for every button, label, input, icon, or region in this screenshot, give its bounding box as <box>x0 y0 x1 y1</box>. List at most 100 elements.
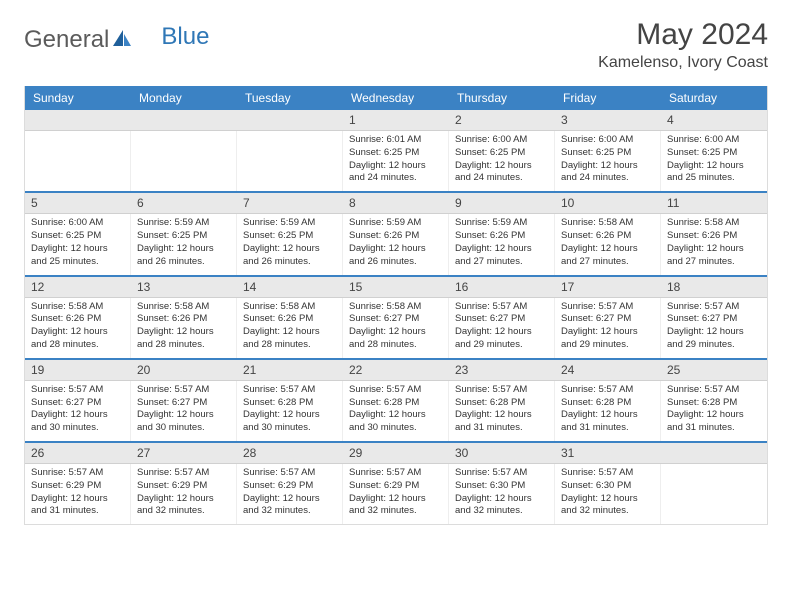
day-number: 2 <box>449 110 555 130</box>
day-cell: Sunrise: 5:59 AMSunset: 6:26 PMDaylight:… <box>449 214 555 274</box>
day-cell: Sunrise: 6:00 AMSunset: 6:25 PMDaylight:… <box>25 214 131 274</box>
daylight-line2: and 25 minutes. <box>31 256 124 269</box>
day-info: Sunrise: 5:57 AMSunset: 6:27 PMDaylight:… <box>561 301 654 352</box>
sunrise: Sunrise: 5:57 AM <box>349 467 442 480</box>
day-info: Sunrise: 5:57 AMSunset: 6:27 PMDaylight:… <box>667 301 761 352</box>
daylight-line2: and 27 minutes. <box>667 256 761 269</box>
day-info: Sunrise: 5:57 AMSunset: 6:27 PMDaylight:… <box>31 384 124 435</box>
daylight-line1: Daylight: 12 hours <box>31 493 124 506</box>
daylight-line1: Daylight: 12 hours <box>561 243 654 256</box>
sunset: Sunset: 6:27 PM <box>561 313 654 326</box>
day-number: 11 <box>661 193 767 213</box>
sunrise: Sunrise: 5:59 AM <box>243 217 336 230</box>
day-cell: Sunrise: 5:57 AMSunset: 6:28 PMDaylight:… <box>343 381 449 441</box>
day-number: 20 <box>131 360 237 380</box>
day-cell: Sunrise: 5:57 AMSunset: 6:30 PMDaylight:… <box>555 464 661 524</box>
daylight-line1: Daylight: 12 hours <box>349 409 442 422</box>
sunset: Sunset: 6:28 PM <box>561 397 654 410</box>
day-info: Sunrise: 5:57 AMSunset: 6:28 PMDaylight:… <box>561 384 654 435</box>
day-number: 31 <box>555 443 661 463</box>
day-number: 21 <box>237 360 343 380</box>
day-cell: Sunrise: 5:57 AMSunset: 6:27 PMDaylight:… <box>25 381 131 441</box>
sunrise: Sunrise: 5:57 AM <box>561 384 654 397</box>
daylight-line1: Daylight: 12 hours <box>455 493 548 506</box>
day-info: Sunrise: 5:57 AMSunset: 6:28 PMDaylight:… <box>667 384 761 435</box>
day-cell: Sunrise: 5:58 AMSunset: 6:26 PMDaylight:… <box>25 298 131 358</box>
daylight-line2: and 28 minutes. <box>243 339 336 352</box>
header: General Blue May 2024 Kamelenso, Ivory C… <box>24 18 768 72</box>
day-number: 17 <box>555 277 661 297</box>
daylight-line2: and 30 minutes. <box>349 422 442 435</box>
day-info: Sunrise: 5:58 AMSunset: 6:26 PMDaylight:… <box>137 301 230 352</box>
day-info: Sunrise: 5:57 AMSunset: 6:29 PMDaylight:… <box>31 467 124 518</box>
sunrise: Sunrise: 5:58 AM <box>137 301 230 314</box>
day-cell: Sunrise: 5:58 AMSunset: 6:26 PMDaylight:… <box>131 298 237 358</box>
daylight-line1: Daylight: 12 hours <box>667 326 761 339</box>
day-cell: Sunrise: 5:57 AMSunset: 6:29 PMDaylight:… <box>237 464 343 524</box>
day-info: Sunrise: 6:00 AMSunset: 6:25 PMDaylight:… <box>455 134 548 185</box>
day-info: Sunrise: 5:57 AMSunset: 6:30 PMDaylight:… <box>455 467 548 518</box>
day-cell: Sunrise: 5:59 AMSunset: 6:25 PMDaylight:… <box>131 214 237 274</box>
day-cell: Sunrise: 5:57 AMSunset: 6:30 PMDaylight:… <box>449 464 555 524</box>
day-cell: Sunrise: 5:58 AMSunset: 6:26 PMDaylight:… <box>237 298 343 358</box>
daylight-line2: and 31 minutes. <box>667 422 761 435</box>
sunrise: Sunrise: 6:01 AM <box>349 134 442 147</box>
daylight-line2: and 28 minutes. <box>31 339 124 352</box>
day-cell <box>237 131 343 191</box>
sunrise: Sunrise: 5:57 AM <box>455 301 548 314</box>
day-info: Sunrise: 6:00 AMSunset: 6:25 PMDaylight:… <box>561 134 654 185</box>
daylight-line2: and 32 minutes. <box>137 505 230 518</box>
daylight-line2: and 24 minutes. <box>455 172 548 185</box>
day-info: Sunrise: 5:57 AMSunset: 6:28 PMDaylight:… <box>349 384 442 435</box>
day-number: 26 <box>25 443 131 463</box>
daynum-row: 567891011 <box>25 193 767 214</box>
daylight-line2: and 32 minutes. <box>349 505 442 518</box>
day-cell: Sunrise: 6:01 AMSunset: 6:25 PMDaylight:… <box>343 131 449 191</box>
sunrise: Sunrise: 5:58 AM <box>561 217 654 230</box>
day-cell: Sunrise: 5:58 AMSunset: 6:27 PMDaylight:… <box>343 298 449 358</box>
daynum-row: 262728293031 <box>25 443 767 464</box>
sunrise: Sunrise: 5:57 AM <box>243 384 336 397</box>
daylight-line2: and 30 minutes. <box>31 422 124 435</box>
daylight-line2: and 31 minutes. <box>561 422 654 435</box>
day-cell: Sunrise: 6:00 AMSunset: 6:25 PMDaylight:… <box>449 131 555 191</box>
sunset: Sunset: 6:25 PM <box>137 230 230 243</box>
daylight-line2: and 29 minutes. <box>455 339 548 352</box>
daylight-line1: Daylight: 12 hours <box>455 243 548 256</box>
day-cell: Sunrise: 5:57 AMSunset: 6:29 PMDaylight:… <box>25 464 131 524</box>
sunrise: Sunrise: 5:58 AM <box>243 301 336 314</box>
day-number: 29 <box>343 443 449 463</box>
daylight-line2: and 31 minutes. <box>31 505 124 518</box>
sunset: Sunset: 6:25 PM <box>561 147 654 160</box>
sunrise: Sunrise: 5:57 AM <box>455 467 548 480</box>
daylight-line1: Daylight: 12 hours <box>243 243 336 256</box>
day-cell: Sunrise: 5:59 AMSunset: 6:26 PMDaylight:… <box>343 214 449 274</box>
daylight-line1: Daylight: 12 hours <box>31 243 124 256</box>
sunrise: Sunrise: 5:57 AM <box>667 301 761 314</box>
day-info: Sunrise: 6:01 AMSunset: 6:25 PMDaylight:… <box>349 134 442 185</box>
sunset: Sunset: 6:26 PM <box>561 230 654 243</box>
daylight-line1: Daylight: 12 hours <box>31 409 124 422</box>
day-number: 3 <box>555 110 661 130</box>
day-cell: Sunrise: 5:57 AMSunset: 6:28 PMDaylight:… <box>555 381 661 441</box>
daylight-line1: Daylight: 12 hours <box>349 493 442 506</box>
day-info: Sunrise: 6:00 AMSunset: 6:25 PMDaylight:… <box>31 217 124 268</box>
daylight-line2: and 30 minutes. <box>243 422 336 435</box>
day-number: 14 <box>237 277 343 297</box>
dow-label: Wednesday <box>343 86 449 110</box>
sunrise: Sunrise: 5:57 AM <box>561 301 654 314</box>
daynum-row: 19202122232425 <box>25 360 767 381</box>
day-cell <box>661 464 767 524</box>
daylight-line2: and 32 minutes. <box>243 505 336 518</box>
daylight-line1: Daylight: 12 hours <box>137 409 230 422</box>
day-cell: Sunrise: 5:57 AMSunset: 6:27 PMDaylight:… <box>661 298 767 358</box>
sunrise: Sunrise: 5:58 AM <box>349 301 442 314</box>
sunset: Sunset: 6:26 PM <box>31 313 124 326</box>
dow-label: Thursday <box>449 86 555 110</box>
day-number: 30 <box>449 443 555 463</box>
day-number <box>237 110 343 130</box>
day-number: 23 <box>449 360 555 380</box>
daylight-line2: and 24 minutes. <box>561 172 654 185</box>
daylight-line1: Daylight: 12 hours <box>137 243 230 256</box>
day-number: 24 <box>555 360 661 380</box>
